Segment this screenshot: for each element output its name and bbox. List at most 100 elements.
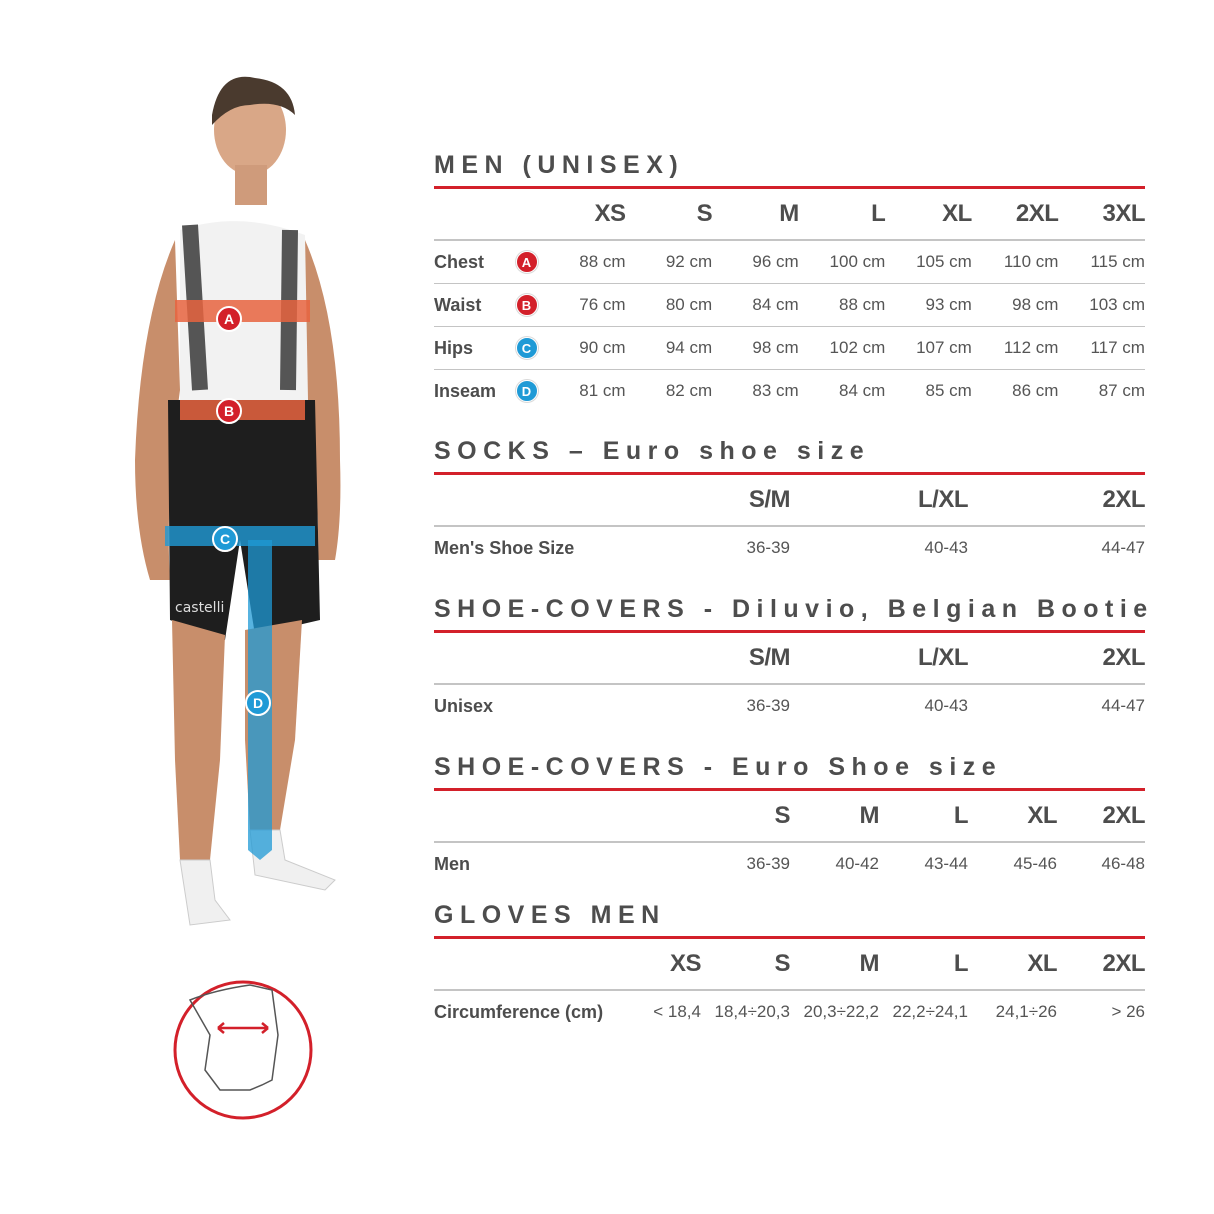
- table-cell: 87 cm: [1098, 381, 1145, 400]
- table-cell: 36-39: [746, 538, 790, 557]
- measure-badge: B: [515, 294, 538, 316]
- shoecovers-euro-size-table: SHOE-COVERS - Euro Shoe size S M L XL 2XL Men 3…: [434, 752, 1146, 885]
- table-row: Inseam D 81 cm 82 cm 83 cm 84 cm 85 cm 86 cm 87 …: [434, 370, 1145, 412]
- size-header: XL: [942, 200, 972, 227]
- men-size-table: MEN (UNISEX) XS S M L XL 2XL 3XL Chest A 88 cm 92 c…: [434, 150, 1145, 412]
- table-cell: 84 cm: [752, 295, 799, 314]
- table-cell: 40-43: [924, 538, 968, 557]
- section-divider: [434, 788, 1145, 791]
- row-label: Men: [434, 853, 470, 874]
- table-cell: 88 cm: [838, 295, 886, 314]
- table-cell: 84 cm: [838, 381, 886, 400]
- table-cell: 100 cm: [829, 252, 886, 271]
- size-header: L/XL: [918, 644, 969, 671]
- table-row: Circumference (cm) < 18,4 18,4÷20,3 20,3÷22…: [434, 991, 1145, 1033]
- table-cell: 40-42: [835, 854, 879, 873]
- size-header: XS: [594, 200, 627, 227]
- measure-badge: A: [515, 251, 538, 273]
- size-header: 2XL: [1102, 644, 1145, 671]
- row-label: Circumference (cm): [434, 1001, 604, 1022]
- table-cell: 22,2÷24,1: [892, 1002, 968, 1021]
- section-title: SHOE-COVERS - Euro Shoe size: [434, 753, 1003, 781]
- size-header-row: S/M L/XL 2XL: [434, 475, 1146, 527]
- section-divider: [434, 186, 1145, 189]
- table-cell: 105 cm: [916, 252, 972, 271]
- row-label: Waist: [434, 294, 482, 315]
- section-divider: [434, 936, 1145, 939]
- table-cell: 43-44: [924, 854, 968, 873]
- model-figure: castelli A B C D: [40, 60, 400, 1140]
- table-cell: 20,3÷22,2: [803, 1002, 879, 1021]
- measure-badge: D: [515, 380, 538, 402]
- table-cell: 92 cm: [665, 252, 713, 271]
- table-cell: 85 cm: [925, 381, 972, 400]
- row-label: Chest: [434, 251, 485, 272]
- table-row: Men 36-39 40-42 43-44 45-46 46-48: [434, 843, 1145, 885]
- table-cell: 117 cm: [1090, 338, 1145, 357]
- size-header-row: XS S M L XL 2XL 3XL: [434, 189, 1145, 241]
- table-cell: 44-47: [1101, 538, 1145, 557]
- svg-text:A: A: [224, 311, 234, 327]
- size-header: L: [953, 802, 969, 829]
- table-cell: 76 cm: [579, 295, 626, 314]
- table-cell: 82 cm: [665, 381, 713, 400]
- measure-badge: C: [515, 337, 538, 359]
- table-cell: 94 cm: [665, 338, 713, 357]
- svg-text:B: B: [224, 403, 234, 419]
- table-cell: 46-48: [1101, 854, 1145, 873]
- section-title: SHOE-COVERS - Diluvio, Belgian Bootie: [434, 595, 1154, 623]
- section-title: GLOVES MEN: [434, 901, 666, 929]
- table-cell: < 18,4: [653, 1002, 701, 1021]
- table-row: Men's Shoe Size 36-39 40-43 44-47: [434, 527, 1145, 569]
- size-header: S/M: [748, 486, 791, 513]
- table-cell: 36-39: [746, 854, 790, 873]
- size-header: 3XL: [1102, 200, 1145, 227]
- size-header: XS: [669, 950, 702, 977]
- section-title: MEN (UNISEX): [434, 151, 685, 179]
- band-badge-d: D: [245, 690, 271, 716]
- table-cell: 103 cm: [1089, 295, 1145, 314]
- table-cell: 102 cm: [829, 338, 886, 357]
- table-cell: 24,1÷26: [995, 1002, 1057, 1021]
- size-header: S: [696, 200, 713, 227]
- table-cell: 93 cm: [925, 295, 972, 314]
- table-row: Unisex 36-39 40-43 44-47: [434, 685, 1145, 727]
- size-header-row: S M L XL 2XL: [434, 791, 1146, 843]
- cyclist-illustration: castelli A B C D: [135, 76, 341, 1120]
- table-cell: 86 cm: [1012, 381, 1059, 400]
- table-cell: 36-39: [746, 696, 790, 715]
- band-badge-c: C: [212, 526, 238, 552]
- row-label: Hips: [434, 337, 474, 358]
- hand-circumference-icon: [173, 980, 313, 1120]
- size-header-row: S/M L/XL 2XL: [434, 633, 1146, 685]
- size-header: L: [871, 200, 886, 227]
- section-divider: [434, 630, 1145, 633]
- table-row: Hips C 90 cm 94 cm 98 cm 102 cm 107 cm 112 cm 11…: [434, 327, 1145, 370]
- table-cell: 81 cm: [579, 381, 626, 400]
- size-header: 2XL: [1102, 802, 1145, 829]
- table-cell: 40-43: [924, 696, 968, 715]
- table-cell: 112 cm: [1003, 338, 1059, 357]
- band-badge-b: B: [216, 398, 242, 424]
- row-label: Unisex: [434, 695, 494, 716]
- size-header: 2XL: [1015, 200, 1059, 227]
- svg-text:C: C: [220, 531, 230, 547]
- table-cell: 88 cm: [579, 252, 626, 271]
- table-cell: 45-46: [1013, 854, 1057, 873]
- table-row: Chest A 88 cm 92 cm 96 cm 100 cm 105 cm 110 cm 1…: [434, 241, 1145, 284]
- table-cell: 115 cm: [1090, 252, 1145, 271]
- size-header: L/XL: [918, 486, 969, 513]
- size-header: XL: [1027, 802, 1057, 829]
- size-header: L: [953, 950, 969, 977]
- size-header: M: [779, 200, 799, 227]
- size-header-row: XS S M L XL 2XL: [434, 939, 1146, 991]
- table-cell: 107 cm: [916, 338, 972, 357]
- table-cell: 98 cm: [1012, 295, 1059, 314]
- table-cell: 83 cm: [752, 381, 799, 400]
- gloves-size-table: GLOVES MEN XS S M L XL 2XL Circumference (cm) < …: [434, 900, 1146, 1033]
- table-cell: 80 cm: [665, 295, 713, 314]
- table-cell: 18,4÷20,3: [714, 1002, 790, 1021]
- socks-size-table: SOCKS – Euro shoe size S/M L/XL 2XL Men's Sh…: [434, 436, 1146, 569]
- size-header: M: [859, 950, 880, 977]
- table-cell: 90 cm: [579, 338, 626, 357]
